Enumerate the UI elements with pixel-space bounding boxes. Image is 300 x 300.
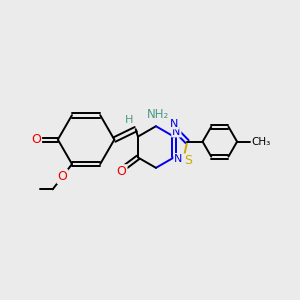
Text: O: O [31,133,41,146]
Text: O: O [58,170,68,183]
Text: N: N [170,118,178,128]
Text: O: O [117,165,127,178]
Text: S: S [184,154,192,167]
Text: NH₂: NH₂ [147,108,170,122]
Text: CH₃: CH₃ [251,137,271,147]
Text: N: N [172,127,181,136]
Text: N: N [174,154,183,164]
Text: H: H [125,115,134,125]
